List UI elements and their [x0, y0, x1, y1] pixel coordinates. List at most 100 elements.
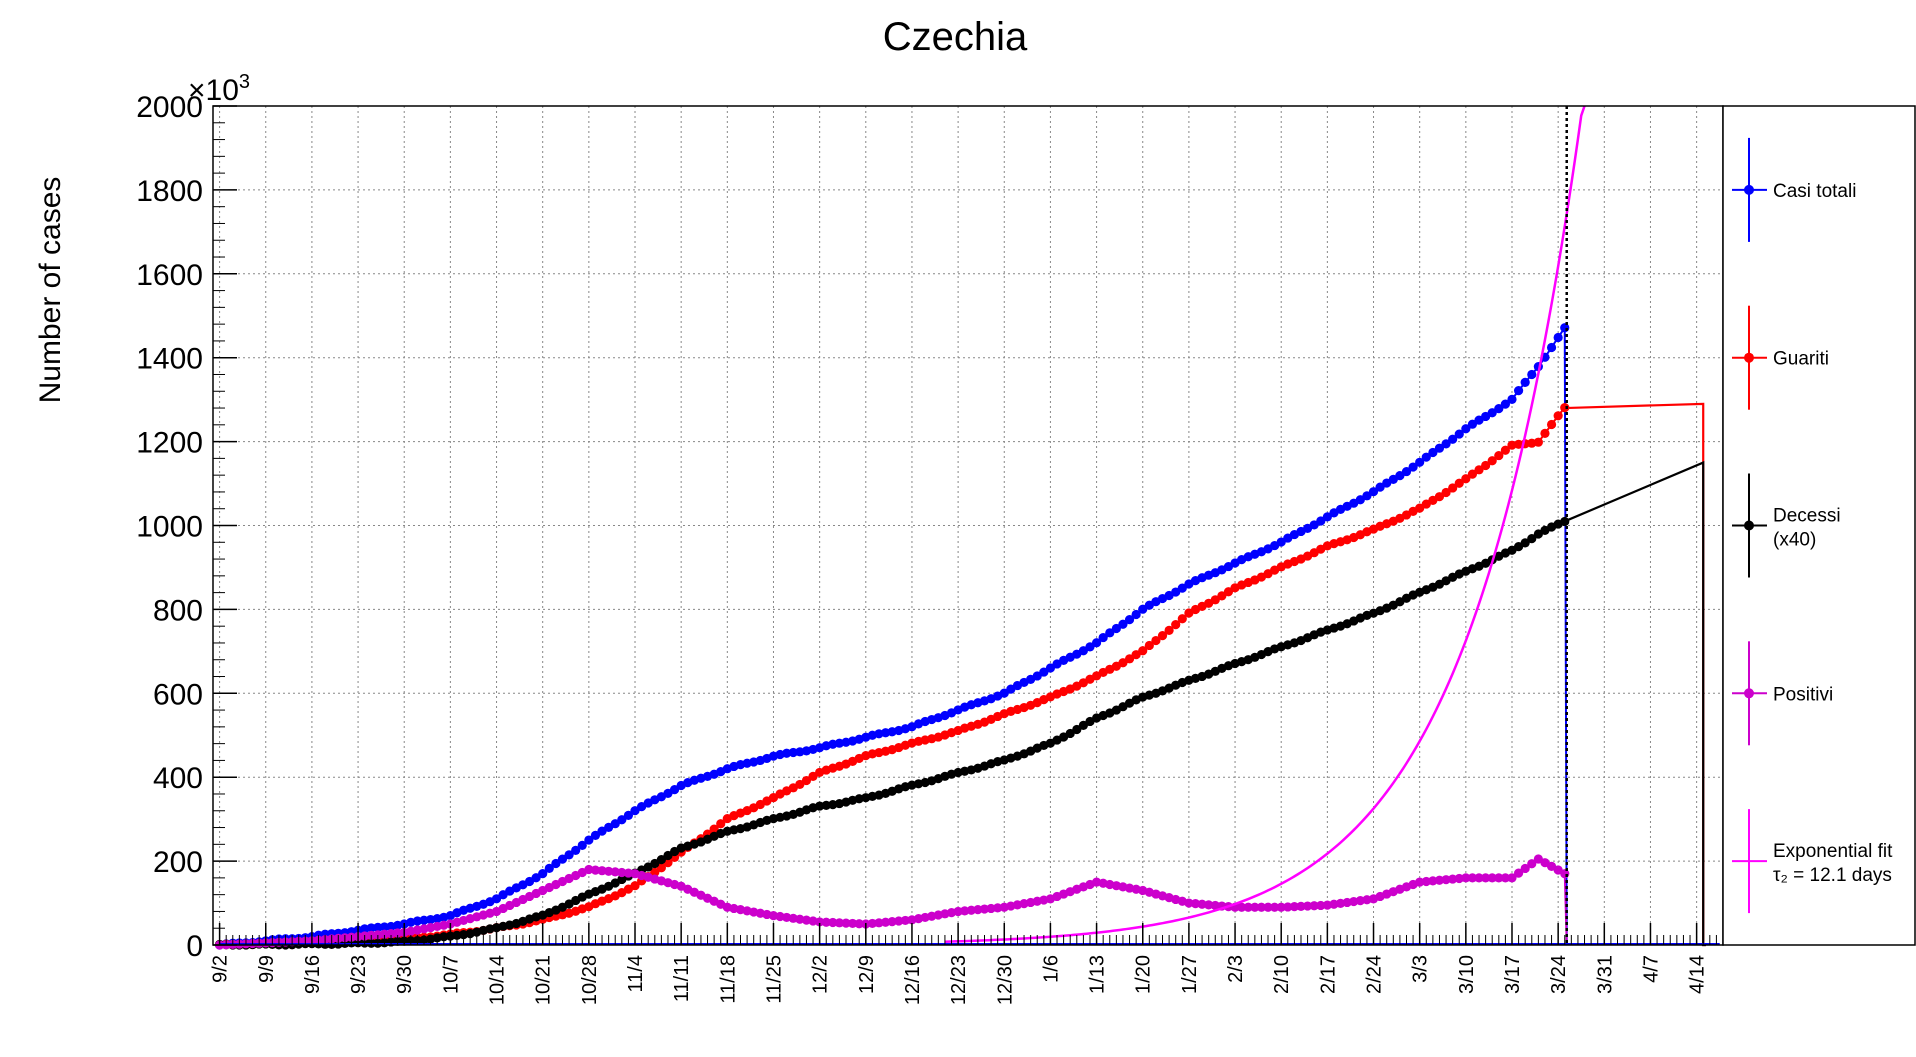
x-tick-label: 12/16	[902, 955, 924, 1005]
data-point	[1487, 873, 1497, 883]
data-point	[1111, 623, 1121, 634]
y-tick-label: 1800	[136, 175, 203, 208]
data-point	[993, 903, 1003, 913]
x-tick-label: 1/27	[1179, 955, 1201, 994]
x-tick-label: 9/16	[302, 955, 324, 994]
data-point	[1217, 591, 1227, 601]
data-point	[1481, 873, 1491, 883]
legend-label: Guariti	[1773, 349, 1829, 370]
data-point	[604, 866, 614, 876]
data-point	[1448, 874, 1458, 884]
data-point	[1124, 615, 1135, 625]
legend-label-2: (x40)	[1773, 530, 1816, 551]
data-point	[1527, 534, 1537, 544]
data-point	[1546, 419, 1557, 430]
x-tick-label: 2/10	[1271, 955, 1293, 994]
y-tick-label: 1200	[136, 427, 203, 460]
data-point	[590, 865, 601, 875]
series-drop	[1563, 873, 1568, 946]
data-point	[821, 917, 831, 927]
data-point	[854, 919, 864, 929]
data-point	[966, 905, 976, 915]
data-point	[1553, 411, 1563, 421]
data-point	[1546, 342, 1557, 353]
x-tick-label: 3/3	[1410, 955, 1432, 983]
y-tick-label: 1000	[136, 511, 203, 544]
data-point	[551, 858, 561, 869]
data-point	[960, 906, 970, 916]
data-point	[1507, 873, 1517, 883]
data-point	[887, 917, 897, 927]
data-point	[716, 819, 726, 829]
data-point	[1171, 620, 1181, 630]
data-point	[1322, 512, 1332, 522]
data-point	[1190, 899, 1201, 909]
data-point	[1197, 899, 1207, 909]
data-point	[1309, 901, 1319, 911]
legend-label: Casi totali	[1773, 181, 1856, 202]
data-point	[623, 810, 634, 820]
data-point	[663, 850, 673, 861]
x-tick-label: 10/7	[440, 955, 462, 994]
data-point	[1454, 873, 1464, 884]
data-point	[1454, 429, 1464, 439]
x-tick-label: 9/2	[210, 955, 232, 983]
data-point	[1091, 638, 1102, 648]
data-point	[491, 894, 502, 904]
data-point	[1151, 635, 1161, 646]
data-point	[1507, 394, 1517, 404]
data-point	[1283, 902, 1293, 912]
data-point	[1527, 369, 1537, 380]
data-point	[1553, 332, 1563, 343]
x-tick-label: 10/14	[487, 955, 509, 1005]
data-point	[597, 866, 607, 876]
x-tick-label: 12/23	[948, 955, 970, 1005]
data-point	[379, 929, 390, 939]
data-point	[1098, 632, 1108, 643]
x-tick-label: 2/17	[1317, 955, 1339, 994]
data-point	[801, 775, 812, 786]
data-point	[393, 928, 403, 938]
data-point	[1177, 583, 1187, 593]
data-point	[1131, 609, 1141, 620]
data-point	[1513, 868, 1524, 878]
data-point	[979, 904, 990, 914]
x-tick-label: 11/11	[671, 955, 693, 1002]
y-axis-label: Number of cases	[34, 177, 67, 404]
data-point	[1138, 646, 1148, 656]
data-point	[1250, 902, 1260, 912]
data-point	[1434, 492, 1445, 502]
x-tick-label: 2/24	[1364, 955, 1386, 994]
data-point	[1533, 437, 1543, 447]
legend-marker	[1744, 184, 1754, 195]
y-tick-label: 0	[186, 930, 203, 963]
data-point	[617, 867, 627, 878]
data-point	[1487, 456, 1497, 466]
data-point	[1415, 877, 1425, 887]
data-point	[1520, 863, 1530, 874]
data-point	[538, 869, 548, 879]
data-point	[1540, 428, 1550, 439]
data-point	[564, 850, 574, 860]
legend-label-2: τ₂ = 12.1 days	[1773, 865, 1892, 886]
data-point	[848, 918, 858, 929]
x-tick-label: 9/23	[348, 955, 370, 994]
x-tick-label: 9/30	[394, 955, 416, 994]
data-point	[1434, 443, 1445, 453]
data-point	[669, 785, 680, 795]
data-point	[1448, 434, 1458, 444]
chart-title: Czechia	[883, 15, 1028, 59]
data-point	[656, 855, 666, 865]
data-point	[1138, 604, 1148, 614]
series-positivi	[214, 854, 1570, 950]
x-tick-label: 2/3	[1225, 955, 1247, 983]
data-point	[1256, 902, 1267, 912]
data-point	[1296, 901, 1306, 911]
data-point	[1276, 902, 1286, 912]
data-point	[1072, 724, 1082, 735]
data-point	[373, 922, 383, 932]
y-tick-label: 400	[153, 762, 203, 795]
x-tick-label: 3/17	[1502, 955, 1524, 994]
legend-label: Positivi	[1773, 684, 1833, 705]
